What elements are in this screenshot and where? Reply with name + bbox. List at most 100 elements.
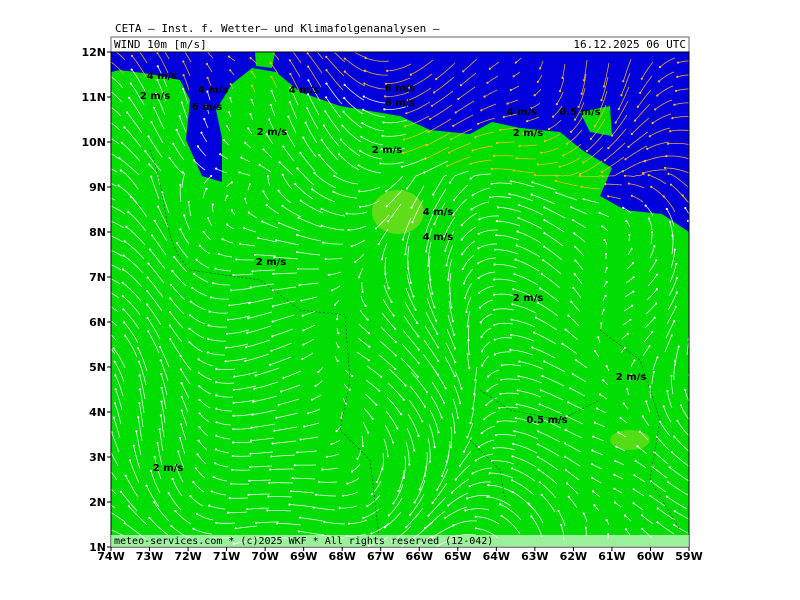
streamline (172, 143, 185, 161)
streamline (645, 205, 654, 217)
streamline (410, 371, 428, 393)
arrow-head (123, 126, 126, 129)
streamline (645, 303, 657, 315)
streamline (338, 154, 360, 171)
streamline (425, 311, 438, 335)
streamline (121, 142, 141, 162)
arrow-head (198, 385, 201, 388)
arrow-head (158, 345, 161, 348)
streamline (583, 198, 600, 204)
arrow-head (403, 138, 406, 141)
streamline (513, 443, 538, 454)
streamline (575, 260, 584, 271)
streamline (271, 76, 278, 89)
streamline (252, 409, 277, 415)
arrow-head (636, 105, 639, 108)
arrow-head (379, 162, 382, 165)
arrow-head (118, 157, 121, 160)
streamline (449, 287, 452, 308)
streamline (598, 90, 608, 114)
streamline (111, 182, 117, 187)
arrow-head (273, 429, 276, 432)
arrow-head (396, 427, 399, 430)
streamline (623, 207, 632, 214)
arrow-head (460, 387, 463, 390)
arrow-head (287, 115, 290, 118)
streamline (494, 308, 515, 311)
arrow-head (291, 477, 294, 480)
arrow-head (530, 193, 533, 196)
arrow-head (604, 183, 607, 186)
arrow-head (229, 97, 232, 100)
arrow-head (182, 87, 185, 90)
arrow-head (296, 251, 299, 254)
arrow-head (146, 316, 149, 319)
streamline (193, 528, 213, 535)
streamline (111, 432, 120, 453)
speed-label: 0.5 m/s (559, 107, 600, 118)
arrow-head (551, 115, 555, 118)
arrow-head (268, 118, 271, 121)
streamline (159, 346, 170, 368)
arrow-head (270, 455, 273, 458)
arrow-head (469, 177, 472, 180)
arrow-head (593, 125, 596, 128)
arrow-head (462, 70, 465, 73)
streamline (424, 213, 434, 238)
streamline (481, 425, 496, 434)
streamline (559, 77, 565, 92)
streamline (544, 232, 564, 247)
streamline (478, 117, 496, 125)
streamline (364, 393, 377, 406)
arrow-head (244, 359, 247, 363)
arrow-head (401, 238, 405, 241)
streamline (566, 415, 584, 425)
streamline (668, 142, 689, 145)
arrow-head (288, 59, 291, 62)
speed-label: 2 m/s (616, 372, 647, 383)
streamline (354, 253, 365, 263)
streamline (262, 221, 279, 229)
arrow-head (299, 199, 302, 202)
arrow-head (627, 145, 630, 148)
arrow-head (148, 248, 151, 251)
arrow-head (462, 450, 465, 453)
streamline (111, 61, 125, 75)
arrow-head (214, 462, 217, 465)
streamline (444, 216, 456, 237)
arrow-head (536, 455, 539, 459)
streamline (113, 417, 121, 439)
streamline (539, 60, 544, 69)
arrow-head (666, 389, 669, 393)
arrow-head (304, 121, 307, 124)
arrow-head (444, 516, 447, 520)
streamline (405, 507, 424, 528)
streamline (278, 190, 292, 204)
streamline (481, 327, 492, 338)
streamline (599, 394, 608, 400)
streamline (453, 184, 469, 201)
streamline (648, 260, 657, 273)
streamline (307, 408, 321, 414)
arrow-head (302, 329, 305, 332)
arrow-head (269, 468, 272, 471)
arrow-head (518, 144, 521, 148)
arrow-head (281, 173, 284, 176)
arrow-head (170, 525, 173, 528)
arrow-head (445, 264, 448, 267)
arrow-head (602, 85, 606, 88)
arrow-head (203, 117, 206, 121)
streamline (362, 122, 385, 132)
arrow-head (175, 242, 179, 245)
arrow-head (390, 300, 393, 304)
streamline (207, 217, 213, 227)
arrow-head (582, 197, 585, 201)
streamline (306, 108, 319, 130)
arrow-head (656, 94, 659, 97)
arrow-head (607, 195, 610, 198)
streamline (191, 287, 208, 297)
streamline (478, 271, 496, 279)
streamline (248, 311, 273, 319)
arrow-head (561, 76, 564, 79)
streamline (305, 122, 318, 144)
